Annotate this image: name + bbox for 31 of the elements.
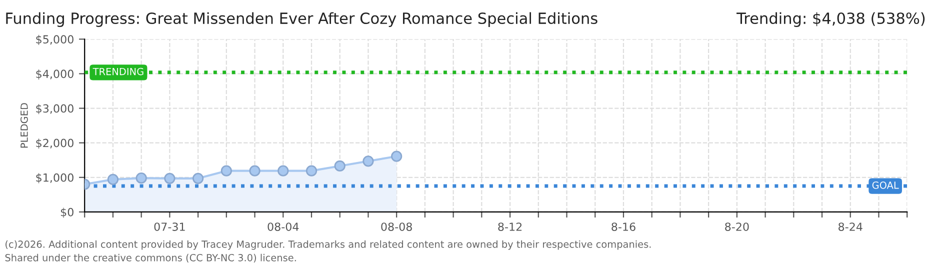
x-tick-label: 8-12 xyxy=(498,222,522,231)
y-tick-label: $1,000 xyxy=(36,173,74,184)
y-tick-label: $0 xyxy=(60,208,74,218)
point xyxy=(192,172,204,184)
point xyxy=(164,172,176,184)
x-tick-label: 8-24 xyxy=(838,222,862,231)
x-tick-label: 08-04 xyxy=(268,222,299,231)
y-tick-label: $3,000 xyxy=(36,104,74,114)
y-tick-label: $2,000 xyxy=(36,138,74,149)
ref-line-label: GOAL xyxy=(872,181,899,189)
point xyxy=(107,174,119,186)
text: (c)2026. Additional content provided by Tracey Magruder. Trademarks and related content are owned by their respective companies. xyxy=(6,240,651,250)
y-tick-label: $4,000 xyxy=(36,69,74,80)
ref-line-label: TRENDING xyxy=(92,68,144,76)
x-tick-label: 07-31 xyxy=(154,222,185,231)
point xyxy=(362,156,374,167)
point xyxy=(391,150,402,162)
y-axis-title: PLEDGED xyxy=(20,103,28,148)
point xyxy=(136,172,147,184)
chart-title: Funding Progress: Great Missenden Ever After Cozy Romance Special Editions xyxy=(6,12,598,27)
text: Shared under the creative commons (CC BY-NC 3.0) license. xyxy=(5,254,296,263)
chart-subtitle: Trending: $4,038 (538%) xyxy=(736,12,925,27)
x-tick-label: 08-08 xyxy=(381,222,412,231)
point xyxy=(334,160,346,172)
y-tick-label: $5,000 xyxy=(36,34,74,46)
x-tick-label: 8-16 xyxy=(612,222,636,231)
point xyxy=(249,165,260,176)
point xyxy=(306,165,318,176)
point xyxy=(220,165,232,176)
x-tick-label: 8-20 xyxy=(725,222,749,231)
point xyxy=(278,165,289,176)
